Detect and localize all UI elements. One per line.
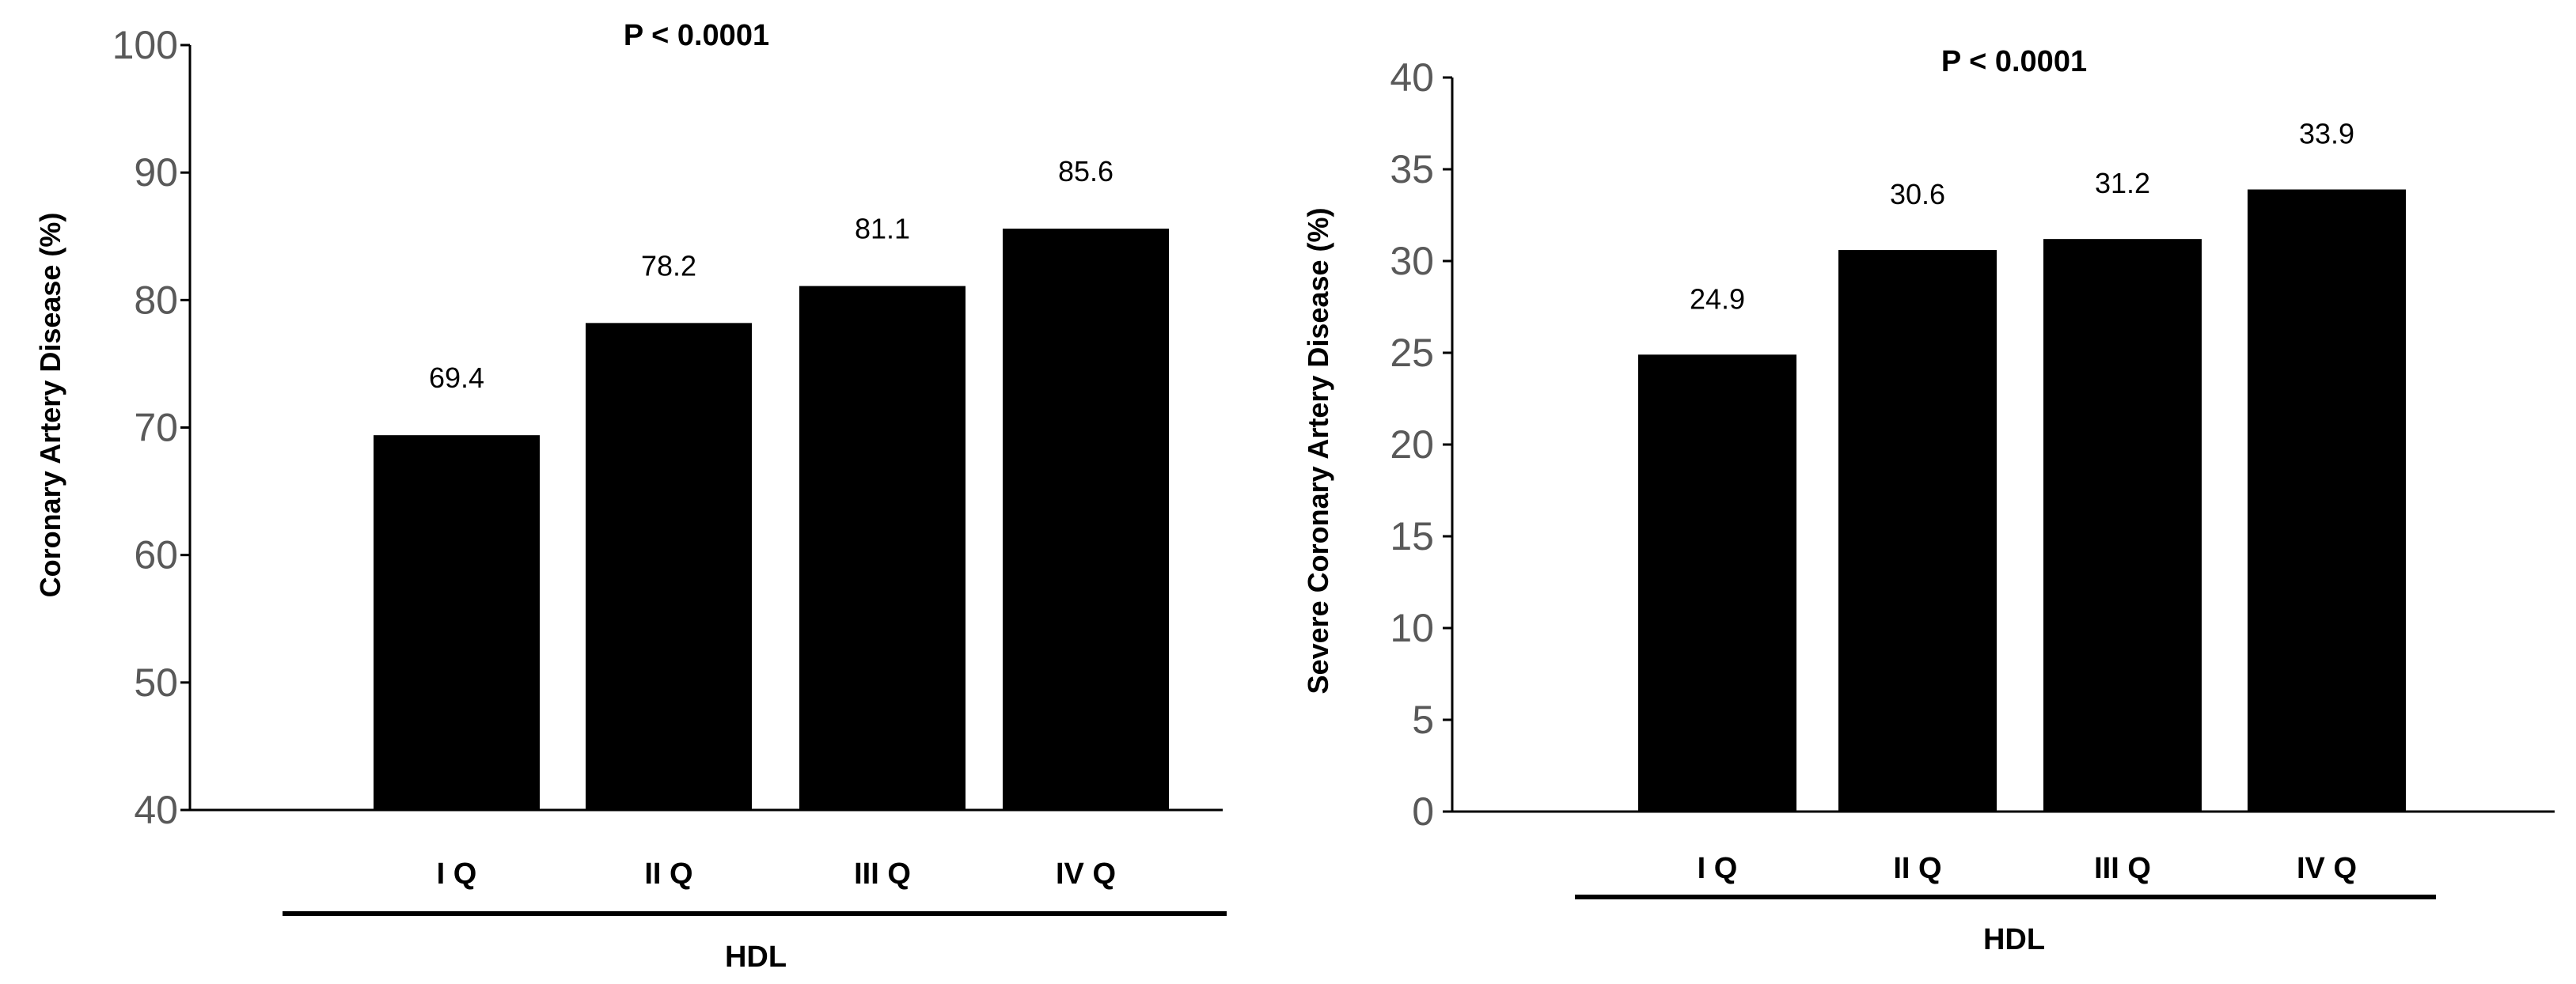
- y-tick-label: 25: [1390, 331, 1434, 375]
- category-label: IV Q: [1056, 857, 1116, 891]
- y-tick-label: 40: [1390, 55, 1434, 100]
- bar: [1838, 250, 1997, 812]
- category-label: I Q: [437, 857, 477, 891]
- bar-value-label: 85.6: [1058, 155, 1113, 187]
- y-tick-label: 30: [1390, 239, 1434, 283]
- bars: 24.9 I Q 30.6 II Q 31.2 III Q 33.9 IV Q: [1638, 118, 2406, 885]
- y-axis-title: Severe Coronary Artery Disease (%): [1302, 208, 1334, 694]
- bar-value-label: 33.9: [2299, 118, 2354, 150]
- y-tick-label: 10: [1390, 606, 1434, 650]
- category-label: III Q: [2094, 852, 2151, 885]
- y-tick-label: 5: [1412, 698, 1434, 742]
- y-axis-ticks: 40 50 60 70 80 90 100: [112, 23, 190, 832]
- category-label: III Q: [854, 857, 911, 891]
- bar: [2248, 189, 2406, 812]
- hdl-group-label: HDL: [1983, 923, 2045, 956]
- category-label: IV Q: [2297, 852, 2357, 885]
- p-value-annotation: P < 0.0001: [1941, 45, 2087, 78]
- bar: [374, 435, 540, 810]
- bar: [2043, 239, 2202, 812]
- category-label: II Q: [644, 857, 692, 891]
- y-tick-label: 60: [134, 533, 178, 577]
- y-tick-label: 100: [112, 23, 178, 67]
- bars: 69.4 I Q 78.2 II Q 81.1 III Q 85.6 IV Q: [374, 155, 1169, 891]
- y-axis-ticks: 0 5 10 15 20 25 30 35 40: [1390, 55, 1452, 834]
- category-label: II Q: [1893, 852, 1941, 885]
- y-tick-label: 50: [134, 660, 178, 705]
- category-label: I Q: [1698, 852, 1738, 885]
- y-axis-title: Coronary Artery Disease (%): [34, 213, 66, 598]
- chart-panel-severe-coronary-artery-disease: P < 0.0001 Severe Coronary Artery Diseas…: [1302, 45, 2555, 956]
- y-tick-label: 70: [134, 406, 178, 450]
- bar: [586, 323, 752, 810]
- bar: [1638, 354, 1796, 812]
- bar: [1003, 229, 1169, 811]
- y-tick-label: 80: [134, 278, 178, 322]
- bar-value-label: 24.9: [1690, 282, 1745, 315]
- bar-value-label: 31.2: [2095, 167, 2150, 199]
- y-tick-label: 90: [134, 150, 178, 195]
- y-tick-label: 0: [1412, 789, 1434, 834]
- y-tick-label: 40: [134, 788, 178, 832]
- y-tick-label: 20: [1390, 422, 1434, 467]
- bar-value-label: 30.6: [1890, 178, 1945, 210]
- bar-value-label: 78.2: [641, 249, 696, 282]
- p-value-annotation: P < 0.0001: [624, 19, 769, 52]
- hdl-group-label: HDL: [725, 940, 787, 974]
- bar-value-label: 81.1: [855, 213, 910, 245]
- y-tick-label: 15: [1390, 514, 1434, 558]
- bar-value-label: 69.4: [429, 361, 484, 394]
- y-tick-label: 35: [1390, 147, 1434, 191]
- bar: [799, 286, 966, 811]
- chart-panel-coronary-artery-disease: P < 0.0001 Coronary Artery Disease (%) 4…: [34, 19, 1227, 974]
